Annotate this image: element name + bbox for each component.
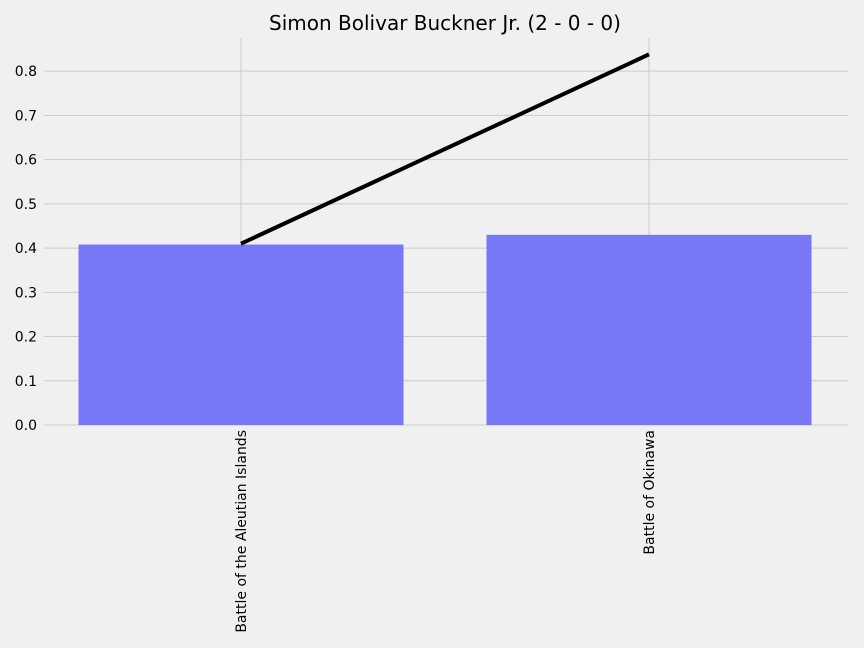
series-line: [240, 52, 650, 246]
y-tick-label: 0.3: [15, 285, 37, 301]
x-axis-ticks: Battle of the Aleutian Islands Battle of …: [234, 430, 658, 633]
x-tick-label: Battle of Okinawa: [642, 430, 658, 555]
y-tick-label: 0.2: [15, 330, 37, 346]
y-tick-label: 0.6: [15, 153, 37, 169]
y-tick-label: 0.0: [15, 418, 37, 434]
y-tick-label: 0.8: [15, 64, 37, 80]
bar: [486, 234, 812, 425]
y-tick-label: 0.1: [15, 374, 37, 390]
line-series-group: [240, 52, 650, 246]
y-axis-ticks: 0.0 0.1 0.2 0.3 0.4 0.5 0.6 0.7 0.8: [15, 64, 37, 434]
y-tick-label: 0.5: [15, 197, 37, 213]
x-tick-label: Battle of the Aleutian Islands: [234, 430, 250, 633]
y-tick-label: 0.4: [15, 241, 37, 257]
bars-group: [78, 234, 812, 425]
chart-title: Simon Bolivar Buckner Jr. (2 - 0 - 0): [269, 11, 621, 35]
y-tick-label: 0.7: [15, 108, 37, 124]
bar: [78, 244, 404, 425]
